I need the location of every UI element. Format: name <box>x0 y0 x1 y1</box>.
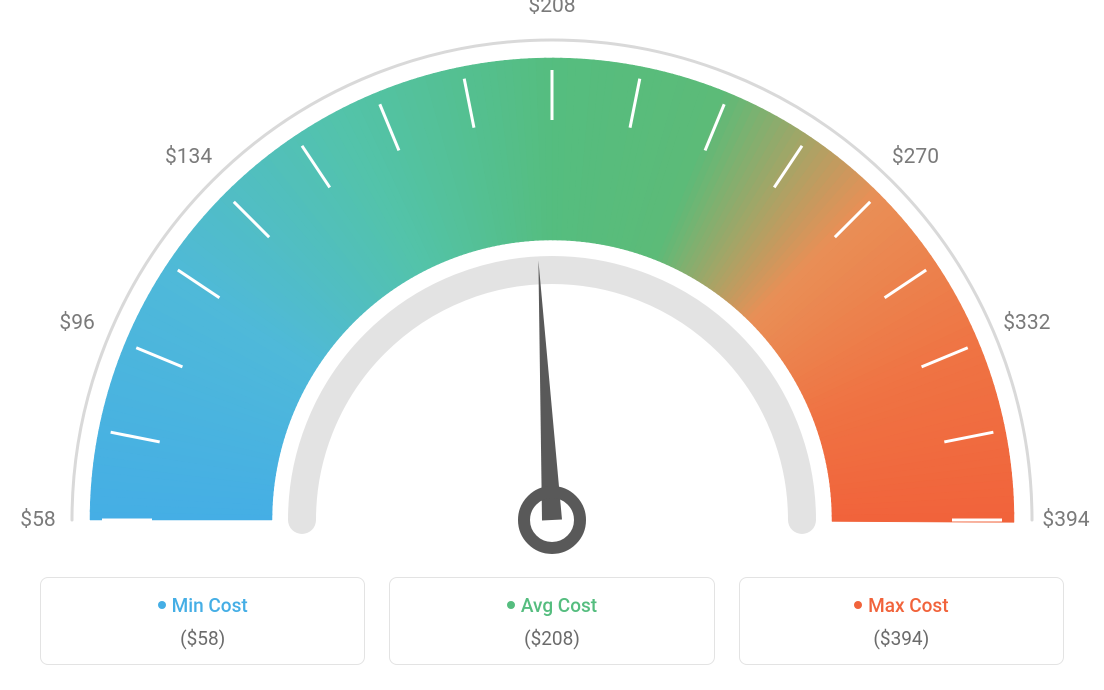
legend-label-min: Min Cost <box>172 594 248 617</box>
scale-label: $96 <box>59 311 94 335</box>
scale-label: $58 <box>20 508 55 532</box>
legend-dot-avg <box>507 601 515 609</box>
legend-card-avg: Avg Cost ($208) <box>389 577 714 665</box>
gauge-needle <box>538 260 562 520</box>
scale-label: $394 <box>1042 508 1089 532</box>
cost-gauge-container: $58 $96 $134 $208 $270 $332 $394 Min Cost ($58… <box>0 0 1104 690</box>
legend-label-max: Max Cost <box>868 594 948 617</box>
scale-label: $134 <box>165 145 212 169</box>
legend-dot-max <box>854 601 862 609</box>
legend-card-max: Max Cost ($394) <box>739 577 1064 665</box>
legend-dot-min <box>158 601 166 609</box>
legend-title-min: Min Cost <box>51 594 354 617</box>
gauge-svg <box>0 0 1104 560</box>
scale-label: $270 <box>892 145 939 169</box>
scale-label: $332 <box>1003 311 1050 335</box>
legend-row: Min Cost ($58) Avg Cost ($208) Max Cost … <box>40 577 1064 665</box>
scale-label: $208 <box>528 0 575 18</box>
legend-card-min: Min Cost ($58) <box>40 577 365 665</box>
legend-value-max: ($394) <box>750 627 1053 650</box>
legend-label-avg: Avg Cost <box>521 594 597 617</box>
legend-title-max: Max Cost <box>750 594 1053 617</box>
gauge-chart: $58 $96 $134 $208 $270 $332 $394 <box>0 0 1104 560</box>
legend-value-min: ($58) <box>51 627 354 650</box>
legend-title-avg: Avg Cost <box>400 594 703 617</box>
legend-value-avg: ($208) <box>400 627 703 650</box>
